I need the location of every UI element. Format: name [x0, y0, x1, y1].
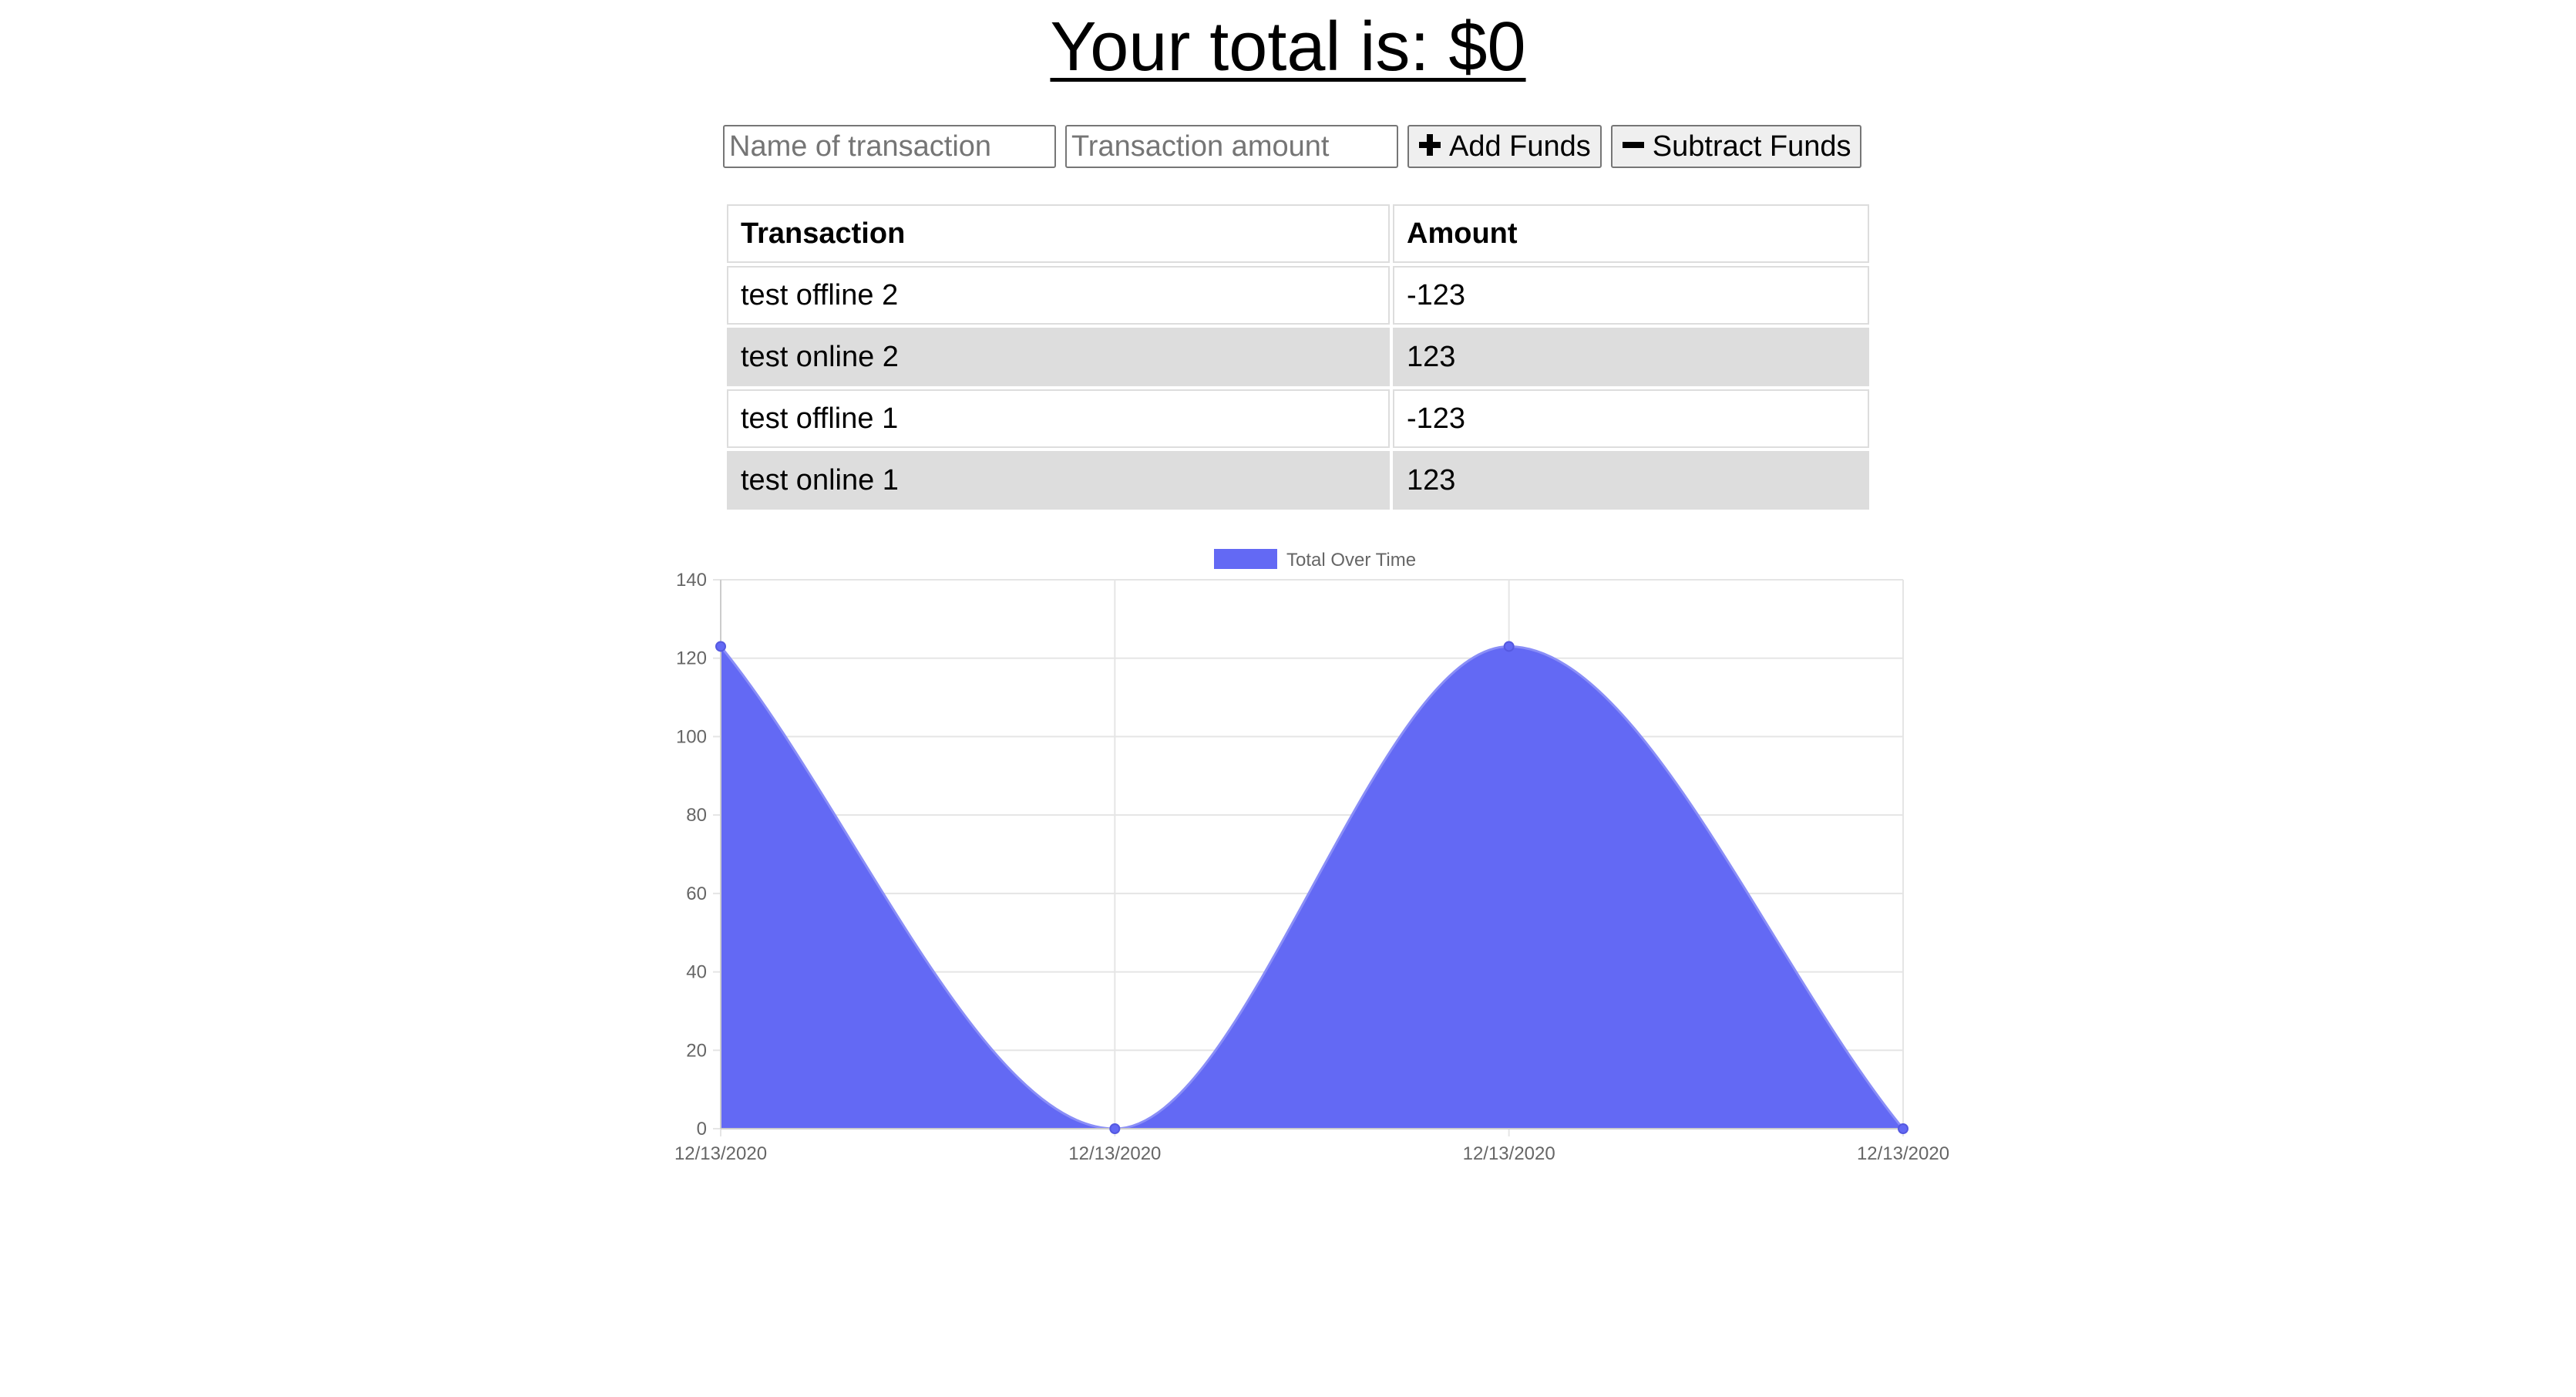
x-tick-label: 12/13/2020: [1857, 1143, 1949, 1164]
y-tick-label: 20: [686, 1040, 707, 1061]
chart-canvas: Total Over Time 0 20 40 60 80 100 120 140 12/13/2…: [674, 549, 1949, 1164]
table-header-row: Transaction Amount: [727, 204, 1869, 263]
header-transaction: Transaction: [727, 204, 1390, 263]
table-row: test offline 1 -123: [727, 389, 1869, 448]
total-over-time-chart: Total Over Time 0 20 40 60 80 100 120 140 12/13/2…: [647, 532, 1958, 1172]
data-point: [715, 641, 726, 652]
add-funds-label: Add Funds: [1449, 130, 1591, 163]
header-amount: Amount: [1393, 204, 1869, 263]
y-tick-label: 100: [676, 726, 707, 747]
transaction-amount-cell: 123: [1393, 328, 1869, 386]
legend-swatch: [1214, 549, 1277, 569]
y-tick-label: 60: [686, 884, 707, 904]
data-point: [1109, 1123, 1121, 1134]
y-tick-label: 40: [686, 962, 707, 983]
transactions-table: Transaction Amount test offline 2 -123 t…: [724, 201, 1872, 513]
data-point: [1503, 641, 1515, 652]
x-tick-label: 12/13/2020: [1068, 1143, 1161, 1164]
transaction-name-cell: test offline 1: [727, 389, 1390, 448]
transaction-amount-cell: -123: [1393, 266, 1869, 325]
y-tick-label: 80: [686, 805, 707, 826]
legend-label: Total Over Time: [1286, 550, 1416, 571]
transaction-name-cell: test offline 2: [727, 266, 1390, 325]
total-heading: Your total is: $0: [1050, 8, 1526, 86]
table-row: test offline 2 -123: [727, 266, 1869, 325]
transaction-amount-cell: 123: [1393, 451, 1869, 510]
minus-icon: [1622, 131, 1645, 162]
y-tick-label: 140: [676, 570, 707, 591]
series-line: [719, 645, 1905, 1130]
subtract-funds-label: Subtract Funds: [1652, 130, 1851, 163]
y-tick-label: 0: [697, 1119, 707, 1139]
table-row: test online 1 123: [727, 451, 1869, 510]
x-tick-label: 12/13/2020: [674, 1143, 767, 1164]
transaction-name-input[interactable]: [723, 125, 1056, 168]
transaction-form: Add Funds Subtract Funds: [723, 125, 1862, 168]
data-point: [1898, 1123, 1908, 1134]
transaction-name-cell: test online 1: [727, 451, 1390, 510]
table-row: test online 2 123: [727, 328, 1869, 386]
y-tick-label: 120: [676, 648, 707, 669]
transaction-amount-cell: -123: [1393, 389, 1869, 448]
x-tick-label: 12/13/2020: [1463, 1143, 1555, 1164]
transaction-name-cell: test online 2: [727, 328, 1390, 386]
subtract-funds-button[interactable]: Subtract Funds: [1610, 125, 1862, 168]
transaction-amount-input[interactable]: [1065, 125, 1398, 168]
add-funds-button[interactable]: Add Funds: [1407, 125, 1602, 168]
plus-icon: [1418, 131, 1441, 162]
